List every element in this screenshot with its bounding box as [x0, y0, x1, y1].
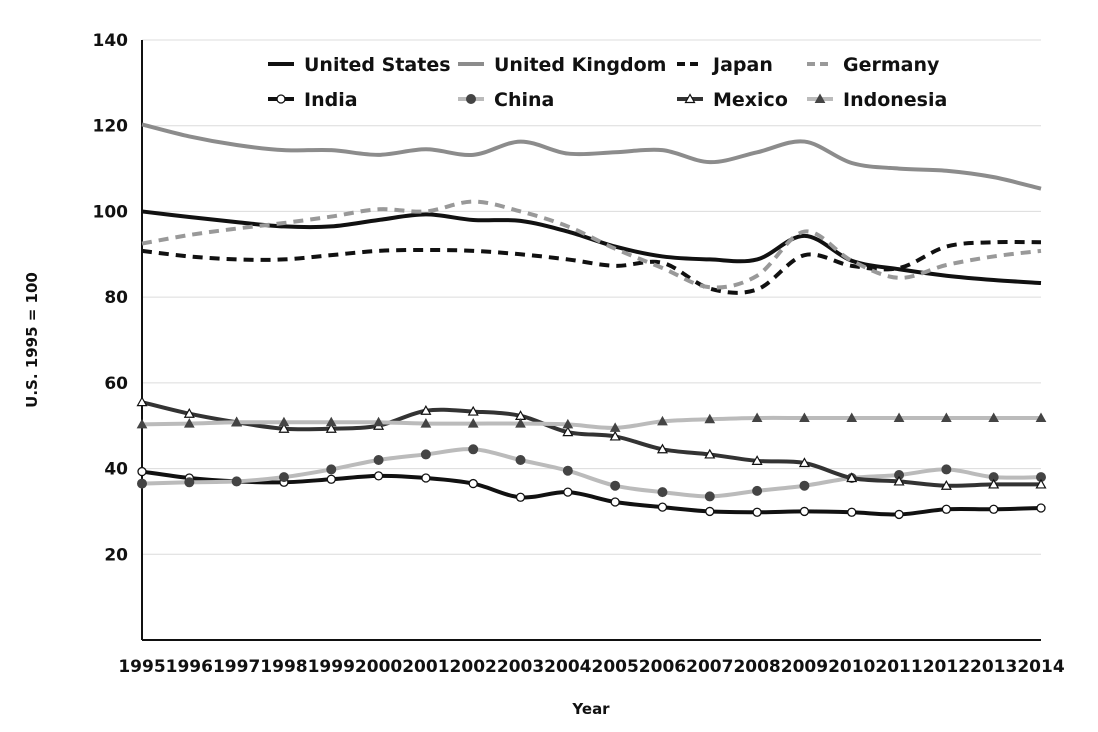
data-point-china — [800, 481, 809, 490]
x-tick-label: 2006 — [639, 657, 686, 677]
x-tick-label: 2008 — [733, 657, 780, 677]
data-point-india — [517, 493, 525, 501]
data-point-india — [706, 507, 714, 515]
y-tick-label: 100 — [93, 202, 129, 222]
series-line-japan — [142, 242, 1041, 293]
data-point-india — [138, 468, 146, 476]
data-point-india — [800, 507, 808, 515]
y-tick-label: 140 — [93, 31, 129, 51]
legend-label: Japan — [711, 54, 773, 76]
x-tick-label: 2011 — [875, 657, 922, 677]
data-point-china — [753, 486, 762, 495]
data-point-china — [611, 481, 620, 490]
data-point-china — [516, 456, 525, 465]
data-point-india — [422, 474, 430, 482]
y-tick-labels: 20 40 60 80 100 120 140 — [93, 31, 129, 565]
x-tick-labels: 1995 1996 1997 1998 1999 2000 2001 2002 2003 2004… — [118, 657, 1064, 677]
axes — [142, 40, 1041, 640]
legend-item-japan: Japan — [677, 54, 773, 76]
x-tick-label: 2002 — [450, 657, 497, 677]
y-tick-label: 20 — [104, 545, 128, 565]
legend-item-mexico: Mexico — [677, 89, 788, 111]
legend-item-germany: Germany — [807, 54, 940, 76]
data-point-india — [990, 505, 998, 513]
data-point-china — [138, 479, 147, 488]
data-point-india — [753, 508, 761, 516]
data-point-india — [658, 503, 666, 511]
x-tick-label: 2013 — [970, 657, 1017, 677]
data-point-india — [375, 472, 383, 480]
x-tick-label: 1997 — [213, 657, 260, 677]
x-axis-title: Year — [571, 700, 610, 718]
data-point-india — [327, 475, 335, 483]
data-point-india — [564, 488, 572, 496]
data-point-china — [232, 477, 241, 486]
data-point-china — [374, 456, 383, 465]
series-line-china — [142, 449, 1041, 496]
x-tick-label: 2007 — [686, 657, 733, 677]
y-axis-title: U.S. 1995 = 100 — [23, 272, 41, 408]
series-japan — [142, 242, 1041, 293]
x-tick-label: 2001 — [402, 657, 449, 677]
series-line-united-kingdom — [142, 124, 1041, 188]
series-china — [138, 445, 1046, 501]
x-tick-label: 2012 — [923, 657, 970, 677]
data-point-india — [1037, 504, 1045, 512]
data-point-india — [469, 480, 477, 488]
x-tick-label: 1998 — [260, 657, 307, 677]
data-point-india — [611, 498, 619, 506]
data-point-india — [848, 508, 856, 516]
y-tick-label: 40 — [104, 460, 128, 480]
legend-label: United States — [304, 54, 451, 76]
data-point-india — [942, 505, 950, 513]
legend: United States United Kingdom Japan Germany I… — [268, 54, 947, 111]
line-chart: 20 40 60 80 100 120 140 1995 1996 1997 1998 1999 20… — [0, 0, 1098, 732]
x-tick-label: 2014 — [1017, 657, 1064, 677]
data-point-india — [895, 510, 903, 518]
y-tick-label: 120 — [93, 117, 129, 137]
x-tick-label: 2004 — [544, 657, 591, 677]
x-tick-label: 2003 — [497, 657, 544, 677]
data-point-china — [279, 473, 288, 482]
data-point-china — [185, 478, 194, 487]
legend-label: Mexico — [713, 89, 788, 111]
data-point-china — [942, 465, 951, 474]
legend-label: United Kingdom — [494, 54, 666, 76]
y-tick-label: 80 — [104, 288, 128, 308]
series-lines — [138, 124, 1046, 518]
x-tick-label: 1999 — [308, 657, 355, 677]
legend-item-china: China — [458, 89, 554, 111]
legend-label: China — [494, 89, 554, 111]
x-tick-label: 2009 — [781, 657, 828, 677]
legend-item-indonesia: Indonesia — [807, 89, 947, 111]
x-tick-label: 1996 — [166, 657, 213, 677]
legend-item-united-kingdom: United Kingdom — [458, 54, 666, 76]
x-tick-label: 1995 — [118, 657, 165, 677]
legend-label: India — [304, 89, 358, 111]
y-tick-label: 60 — [104, 374, 128, 394]
legend-item-india: India — [268, 89, 358, 111]
chart-canvas: 20406080100120140 1995 1996 1997 1998 1999 20… — [0, 0, 1098, 732]
data-point-china — [469, 445, 478, 454]
legend-item-united-states: United States — [268, 54, 451, 76]
data-point-china — [421, 450, 430, 459]
x-tick-label: 2005 — [591, 657, 638, 677]
legend-marker — [277, 95, 285, 103]
series-united-kingdom — [142, 124, 1041, 188]
data-point-china — [563, 466, 572, 475]
legend-marker — [467, 95, 476, 104]
data-point-china — [327, 465, 336, 474]
series-line-germany — [142, 202, 1041, 288]
data-point-china — [658, 488, 667, 497]
x-tick-label: 2010 — [828, 657, 875, 677]
legend-label: Indonesia — [843, 89, 947, 111]
series-germany — [142, 202, 1041, 288]
data-point-china — [705, 492, 714, 501]
legend-label: Germany — [843, 54, 940, 76]
x-tick-label: 2000 — [355, 657, 402, 677]
